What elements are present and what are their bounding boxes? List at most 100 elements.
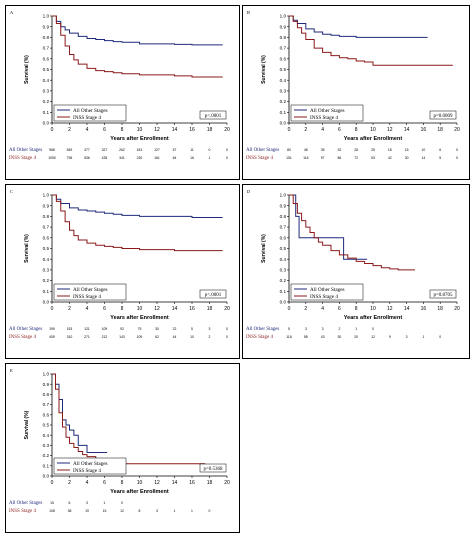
- risk-value: 0: [121, 501, 123, 505]
- x-tick-label: 8: [355, 127, 358, 133]
- risk-value: 43: [321, 335, 325, 339]
- pvalue-text: p<.0001: [205, 293, 222, 298]
- x-tick-label: 12: [387, 127, 393, 133]
- y-tick-label: 0.8: [280, 214, 287, 219]
- pvalue-box: [429, 289, 457, 299]
- y-tick-label: 0.3: [280, 89, 287, 94]
- x-tick-label: 18: [437, 306, 443, 312]
- risk-value: 28: [354, 148, 358, 152]
- risk-value: 5: [288, 327, 290, 331]
- risk-row-label: INSS Stage 4: [9, 509, 36, 514]
- x-tick-label: 6: [338, 306, 341, 312]
- y-tick-label: 0.2: [280, 278, 287, 283]
- risk-value: 181: [137, 148, 143, 152]
- y-tick-label: 0.6: [280, 235, 287, 240]
- x-tick-label: 20: [454, 127, 460, 133]
- risk-value: 30: [155, 327, 159, 331]
- risk-value: 86: [338, 156, 342, 160]
- y-tick-label: 0.9: [43, 203, 50, 208]
- x-tick-label: 14: [172, 127, 178, 133]
- x-tick-label: 8: [121, 480, 124, 486]
- risk-value: 0: [456, 148, 458, 152]
- risk-value: 18: [388, 148, 392, 152]
- risk-value: 57: [173, 148, 177, 152]
- x-tick-label: 6: [338, 127, 341, 133]
- panel-label: D: [247, 189, 251, 194]
- risk-value: 9: [389, 335, 391, 339]
- risk-value: 97: [321, 156, 325, 160]
- x-tick-label: 12: [154, 127, 160, 133]
- legend-label: INSS Stage 4: [73, 468, 101, 474]
- y-tick-label: 0.0: [43, 474, 50, 479]
- risk-value: 127: [154, 148, 160, 152]
- km-chart-e: E 0.0 0.1 0.2 0.3 0.4 0.5 0.6 0.7 0.8 0.9 1.0 0 2 4 6 8 1…: [9, 368, 230, 514]
- x-tick-label: 12: [387, 306, 393, 312]
- y-axis-label: Survival (%): [24, 234, 30, 263]
- risk-value: 2: [209, 335, 211, 339]
- panel-d: D 0.0 0.1 0.2 0.3 0.4 0.5 0.6 0.7 0.8 0.9 1.0 0 2 4 6 8 1…: [242, 184, 470, 359]
- risk-row-label: INSS Stage 4: [9, 335, 36, 340]
- x-tick-label: 16: [189, 306, 195, 312]
- risk-value: 109: [102, 327, 108, 331]
- series-line-other-stages: [289, 15, 428, 38]
- y-tick-label: 0.3: [43, 443, 50, 448]
- y-tick-label: 0.4: [43, 433, 50, 438]
- y-tick-label: 0.6: [280, 56, 287, 61]
- x-tick-label: 2: [304, 306, 307, 312]
- risk-value: 1: [174, 509, 176, 513]
- legend-box: [53, 104, 127, 122]
- series-line-stage-4: [289, 15, 453, 66]
- risk-value: 6: [439, 148, 441, 152]
- risk-value: 153: [67, 327, 73, 331]
- y-tick-label: 0.6: [43, 56, 50, 61]
- series-line-other-stages: [52, 194, 223, 218]
- panel-label: C: [10, 189, 13, 194]
- series-line-other-stages: [52, 373, 108, 454]
- y-tick-label: 1.0: [43, 372, 50, 377]
- risk-value: 262: [119, 148, 125, 152]
- series-line-stage-4: [52, 194, 223, 252]
- risk-value: 0: [226, 156, 228, 160]
- pvalue-text: p<.0001: [205, 114, 222, 119]
- risk-value: 0: [456, 156, 458, 160]
- y-tick-label: 0.3: [43, 89, 50, 94]
- series-line-stage-4: [52, 373, 206, 465]
- pvalue-box: [199, 289, 227, 299]
- x-axis-label: Years after Enrollment: [110, 489, 169, 495]
- y-axis-label: Survival (%): [261, 234, 267, 263]
- x-tick-label: 18: [207, 480, 213, 486]
- km-chart-d: D 0.0 0.1 0.2 0.3 0.4 0.5 0.6 0.7 0.8 0.9 1.0 0 2 4 6 8 1…: [246, 189, 460, 340]
- panel-c: C 0.0 0.1 0.2 0.3 0.4 0.5 0.6 0.7 0.8 0.9 1.0 0 2 4 6 8 1…: [5, 184, 240, 359]
- risk-value: 2: [338, 327, 340, 331]
- legend-box: [53, 283, 127, 301]
- x-tick-label: 4: [321, 127, 324, 133]
- x-tick-label: 20: [224, 480, 230, 486]
- risk-value: 327: [102, 148, 108, 152]
- x-tick-label: 10: [137, 306, 143, 312]
- panel-e: E 0.0 0.1 0.2 0.3 0.4 0.5 0.6 0.7 0.8 0.9 1.0 0 2 4 6 8 1…: [5, 363, 240, 533]
- y-tick-label: 0.6: [43, 412, 50, 417]
- risk-value: 0: [209, 509, 211, 513]
- y-tick-label: 0.8: [280, 35, 287, 40]
- risk-value: 15: [50, 501, 54, 505]
- risk-value: 109: [137, 335, 143, 339]
- y-tick-label: 0.4: [280, 78, 287, 83]
- y-tick-label: 0.2: [43, 453, 50, 458]
- y-tick-label: 0.5: [43, 67, 50, 72]
- risk-value: 3: [322, 327, 324, 331]
- x-tick-label: 2: [68, 127, 71, 133]
- y-tick-label: 0.7: [43, 402, 50, 407]
- risk-value: 108: [49, 509, 55, 513]
- risk-value: 0: [209, 148, 211, 152]
- risk-value: 0: [226, 335, 228, 339]
- x-tick-label: 14: [404, 306, 410, 312]
- risk-value: 409: [49, 335, 55, 339]
- y-tick-label: 0.0: [280, 300, 287, 305]
- risk-value: 116: [303, 156, 309, 160]
- pvalue-box: [429, 110, 457, 120]
- x-tick-label: 18: [207, 127, 213, 133]
- y-tick-label: 0.1: [280, 289, 287, 294]
- panel-label: A: [10, 10, 14, 15]
- risk-value: 1: [104, 501, 106, 505]
- risk-row-label: INSS Stage 4: [9, 156, 36, 161]
